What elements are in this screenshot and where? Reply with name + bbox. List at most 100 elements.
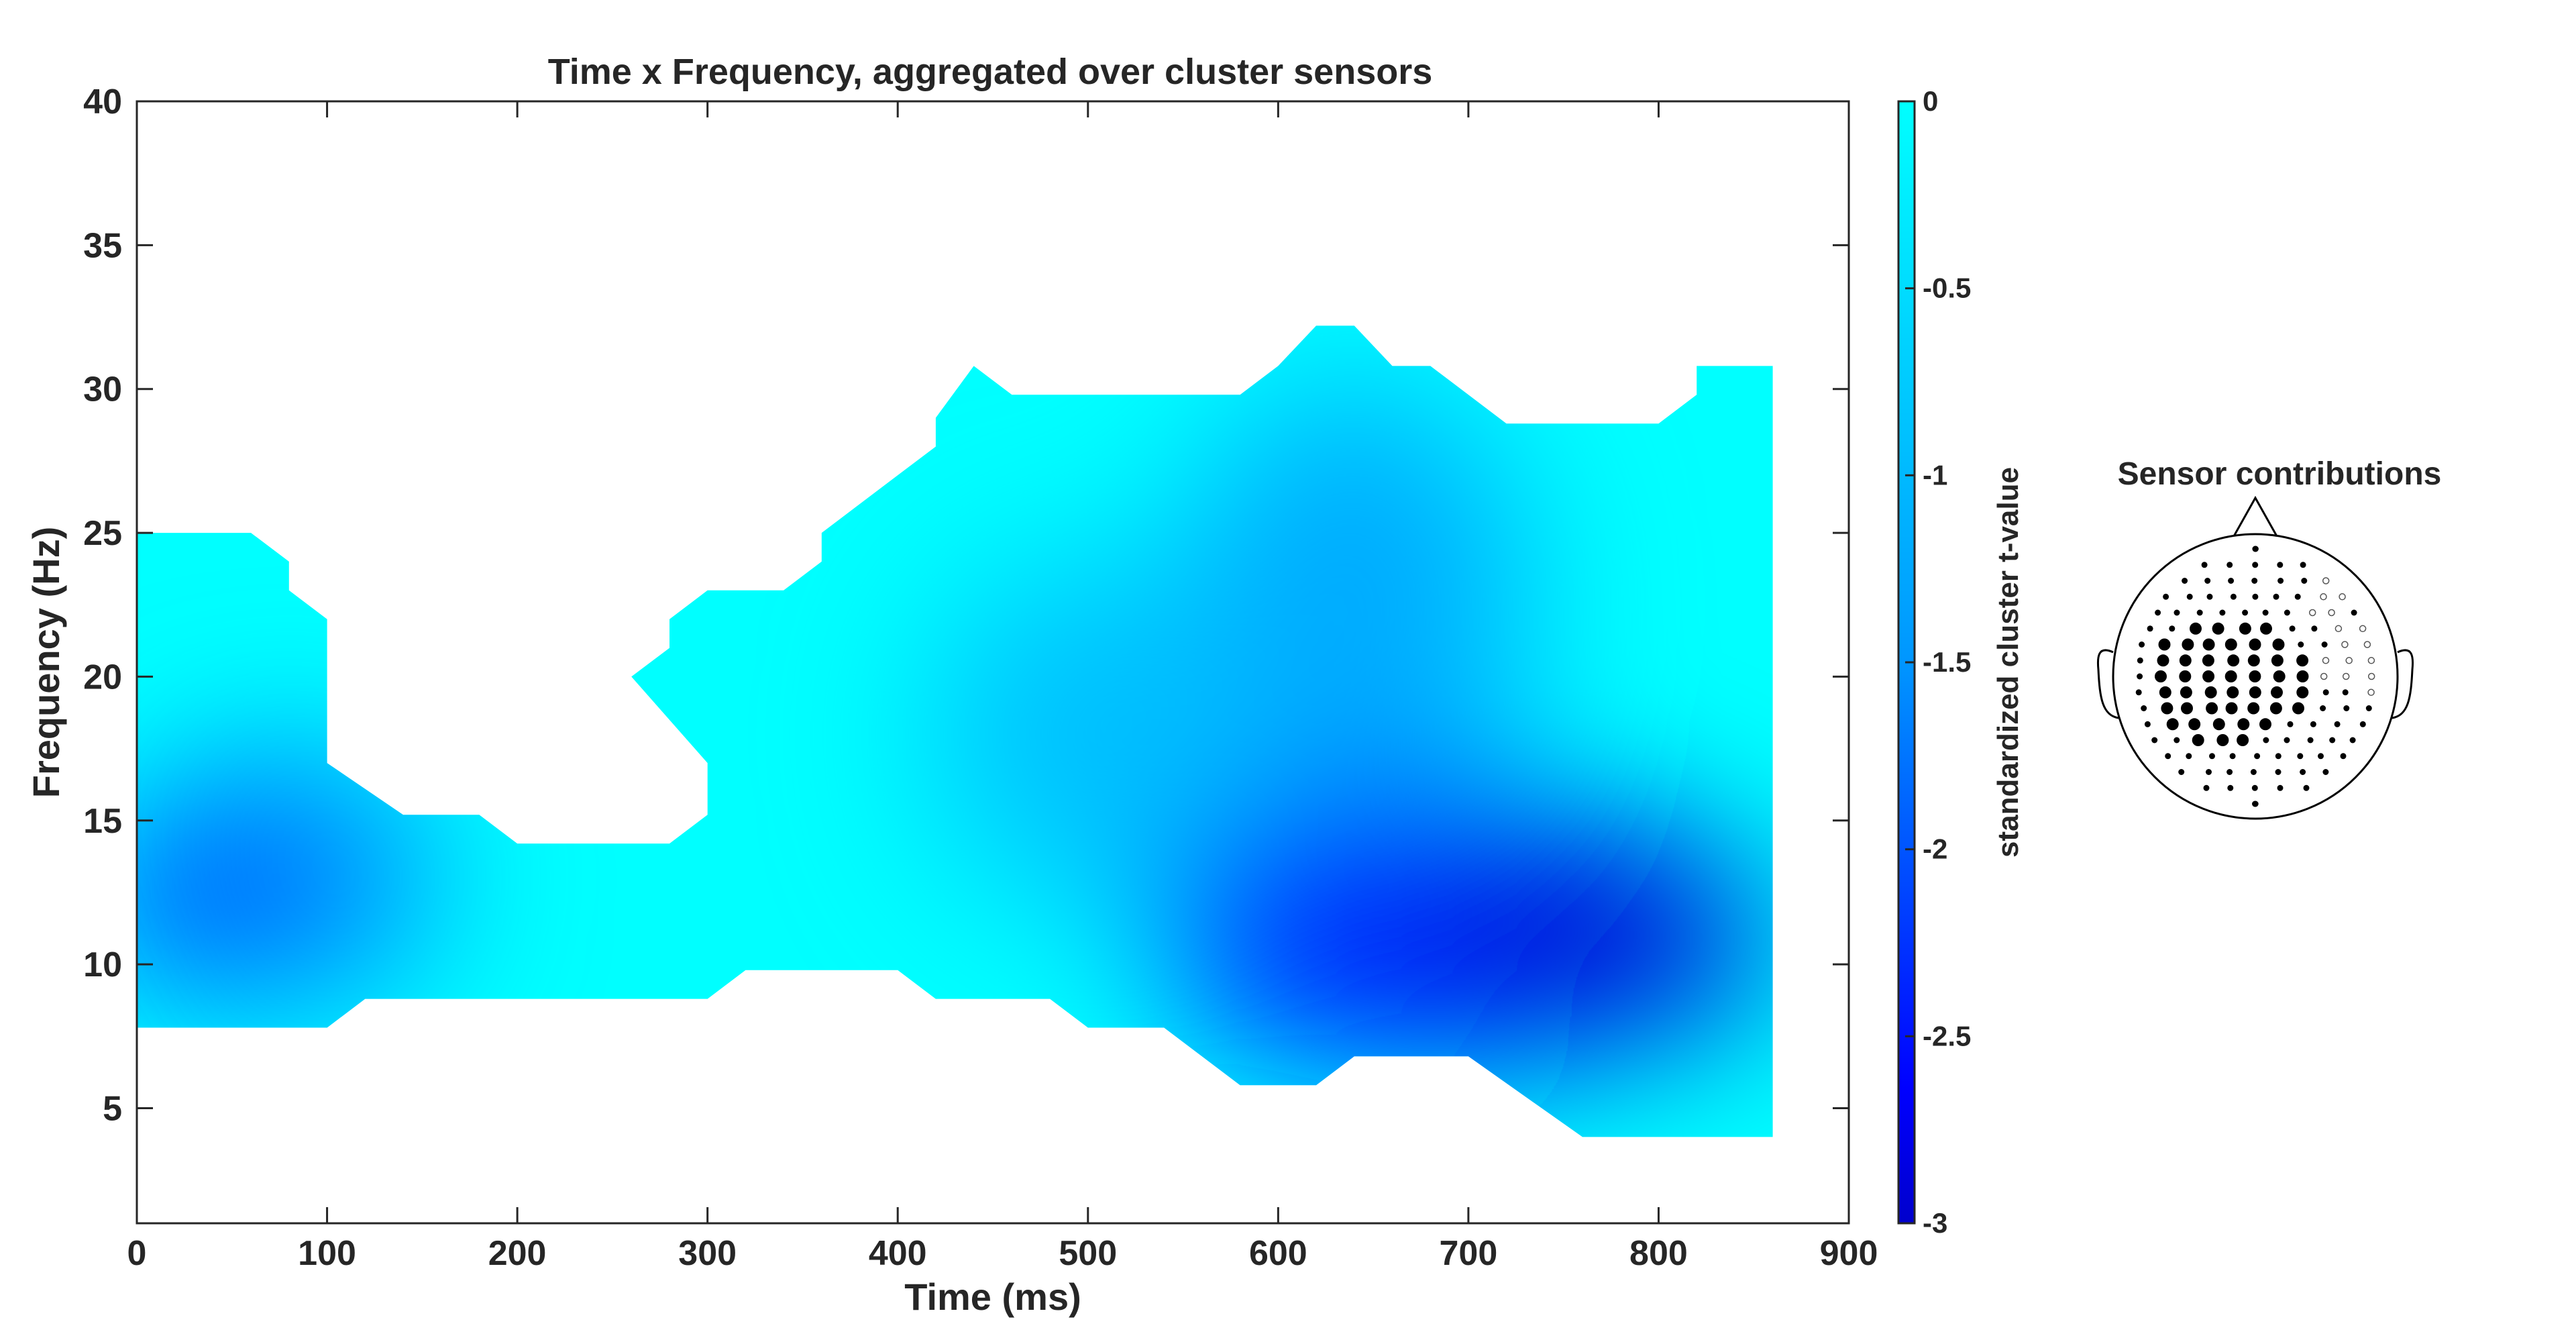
- sensor-dot: [2365, 705, 2372, 711]
- sensor-dot: [2322, 769, 2329, 775]
- sensor-dot: [2284, 737, 2290, 743]
- sensor-dot: [2179, 670, 2192, 682]
- sensor-dot: [2254, 753, 2261, 760]
- sensor-dot: [2269, 702, 2282, 715]
- plot-area-frame: [136, 100, 1850, 1225]
- sensor-dot: [2166, 718, 2179, 731]
- x-tick-label: 600: [1249, 1234, 1307, 1273]
- y-axis-label: Frequency (Hz): [25, 527, 67, 799]
- sensor-dot: [2294, 593, 2301, 600]
- sensor-dot: [2174, 609, 2180, 616]
- sensor-dot: [2284, 609, 2290, 616]
- heatmap-blob: [1427, 847, 1773, 1035]
- sensor-dot: [2144, 721, 2151, 727]
- sensor-dot: [2186, 753, 2192, 760]
- sensor-dot: [2322, 689, 2329, 696]
- sensor-dot: [2186, 593, 2193, 600]
- sensor-dot: [2311, 625, 2318, 632]
- sensor-dot: [2206, 702, 2218, 715]
- sensor-dot: [2277, 562, 2284, 568]
- sensor-dot: [2159, 686, 2171, 699]
- sensor-dot: [2181, 702, 2193, 715]
- sensor-dot: [2328, 609, 2335, 617]
- sensor-dot: [2329, 737, 2336, 743]
- colorbar-tick-label: -2: [1923, 833, 1947, 865]
- sensor-dot: [2182, 638, 2194, 651]
- colorbar-tick-label: -1: [1923, 459, 1947, 491]
- sensor-dot: [2273, 593, 2279, 600]
- sensor-dot: [2252, 546, 2259, 552]
- sensor-dot: [2271, 686, 2283, 699]
- sensor-dot: [2135, 689, 2142, 696]
- sensor-dot: [2228, 578, 2235, 584]
- sensor-dot: [2262, 609, 2269, 616]
- x-tick-label: 400: [869, 1234, 927, 1273]
- x-tick-label: 900: [1820, 1234, 1878, 1273]
- sensor-dot: [2260, 622, 2272, 635]
- sensor-dot: [2263, 737, 2269, 743]
- sensor-dot: [2296, 670, 2309, 682]
- x-tick-label: 200: [488, 1234, 547, 1273]
- sensor-dot: [2300, 562, 2306, 568]
- sensor-dot: [2225, 702, 2238, 715]
- sensor-dot: [2202, 638, 2215, 651]
- sensor-dot: [2342, 689, 2349, 696]
- colorbar-tick-label: 0: [1923, 85, 1938, 117]
- colorbar-axis: 0 -0.5 -1 -1.5 -2 -2.5 -3: [1905, 85, 1971, 1239]
- sensor-dot: [2201, 562, 2208, 568]
- sensor-dot: [2141, 705, 2147, 711]
- sensor-dot: [2363, 641, 2371, 648]
- sensor-dot: [2137, 673, 2143, 680]
- sensor-dot: [2252, 562, 2259, 568]
- sensor-dot: [2334, 625, 2343, 633]
- x-axis-label: Time (ms): [904, 1276, 1081, 1318]
- sensor-dot: [2212, 718, 2225, 731]
- sensor-dot: [2250, 769, 2257, 775]
- sensor-dot: [2137, 657, 2143, 664]
- sensor-dot: [2158, 638, 2171, 651]
- sensor-dot: [2349, 737, 2356, 743]
- sensor-dot: [2367, 657, 2375, 664]
- sensor-dot: [2320, 672, 2328, 680]
- sensor-dot: [2320, 593, 2327, 601]
- x-tick-label: 500: [1059, 1234, 1117, 1273]
- heatmap-region: [137, 325, 1773, 1137]
- sensor-dot: [2297, 753, 2304, 760]
- y-tick-label: 35: [83, 226, 122, 265]
- sensor-dot: [2289, 625, 2296, 632]
- colorbar-tick-label: -0.5: [1923, 272, 1971, 304]
- sensor-dot: [2359, 721, 2366, 727]
- x-axis: 0 100 200 300 400 500 600 700 800 900: [127, 101, 1878, 1273]
- y-tick-label: 20: [83, 658, 122, 697]
- sensor-dot: [2239, 622, 2251, 635]
- sensor-dot: [2203, 784, 2210, 791]
- sensor-dot: [2209, 753, 2215, 760]
- x-tick-label: 100: [298, 1234, 356, 1273]
- sensor-dot: [2206, 593, 2213, 600]
- sensor-dot: [2275, 753, 2282, 760]
- sensor-dot: [2300, 769, 2306, 775]
- sensor-dot: [2224, 670, 2237, 682]
- colorbar-tick-label: -1.5: [1923, 646, 1971, 678]
- y-axis: 5 10 15 20 25 30 35 40: [83, 83, 1849, 1129]
- sensor-dot: [2277, 578, 2284, 584]
- sensor-dot: [2351, 609, 2357, 616]
- y-tick-label: 15: [83, 802, 122, 841]
- sensor-dot: [2174, 737, 2180, 743]
- sensor-dot: [2161, 702, 2174, 715]
- sensor-dot: [2296, 654, 2309, 667]
- sensor-dot: [2287, 721, 2294, 727]
- head-outline: [2096, 495, 2414, 820]
- sensor-dot: [2224, 638, 2237, 651]
- sensor-dot: [2318, 753, 2324, 760]
- sensor-dot: [2202, 670, 2215, 682]
- sensor-dot: [2227, 654, 2240, 667]
- sensor-dot: [2271, 654, 2284, 667]
- sensor-dot: [2229, 753, 2236, 760]
- chart-title: Time x Frequency, aggregated over cluste…: [548, 52, 1433, 92]
- sensor-dot: [2204, 686, 2217, 699]
- sensor-dot: [2178, 769, 2185, 775]
- sensor-dot: [2259, 718, 2271, 731]
- sensor-dot: [2230, 593, 2237, 600]
